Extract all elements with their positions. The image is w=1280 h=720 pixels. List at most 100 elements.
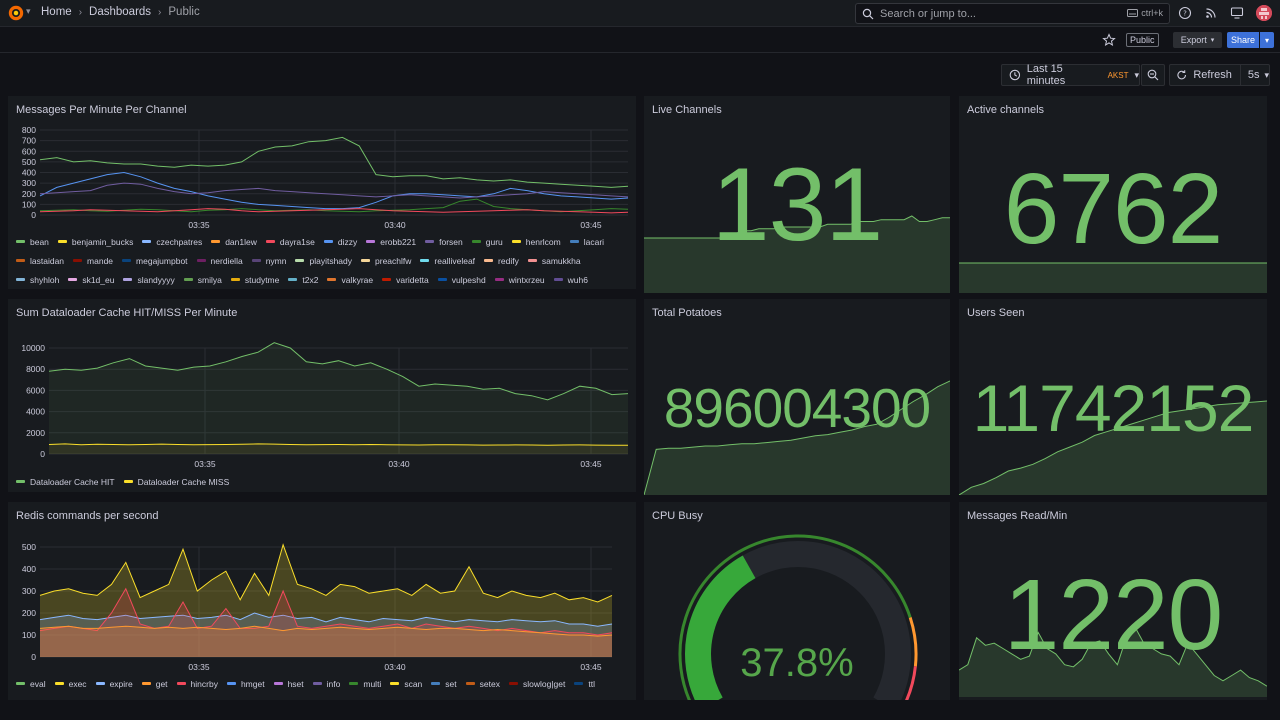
legend-item-nerdiella[interactable]: nerdiella [196, 255, 243, 266]
legend-item-eval[interactable]: eval [16, 678, 46, 689]
panel-title[interactable]: Live Channels [652, 104, 722, 116]
series-line-hincrby[interactable] [39, 587, 613, 636]
star-icon[interactable] [1102, 33, 1116, 47]
legend-item-dataloader-cache-hit[interactable]: Dataloader Cache HIT [16, 476, 115, 487]
legend-item-vulpeshd[interactable]: vulpeshd [437, 274, 486, 285]
legend-item-dataloader-cache-miss[interactable]: Dataloader Cache MISS [123, 476, 229, 487]
search-bar[interactable]: ctrl+k [855, 3, 1170, 24]
series-line-dizzy[interactable] [39, 171, 629, 210]
panel-title[interactable]: Sum Dataloader Cache HIT/MISS Per Minute [16, 307, 238, 319]
y-tick-label: 4000 [26, 407, 45, 417]
panel-title[interactable]: Redis commands per second [16, 510, 159, 522]
legend-item-setex[interactable]: setex [465, 678, 500, 689]
search-icon [862, 8, 874, 19]
legend-item-shyhloh[interactable]: shyhloh [16, 274, 59, 285]
legend-item-slandyyyy[interactable]: slandyyyy [123, 274, 175, 285]
legend-label: nymn [265, 255, 287, 266]
legend-item-realliveleaf[interactable]: realliveleaf [420, 255, 475, 266]
legend-item-varidetta[interactable]: varidetta [382, 274, 429, 285]
x-tick-label: 03:45 [580, 220, 602, 230]
legend-item-sk1d-eu[interactable]: sk1d_eu [68, 274, 114, 285]
series-line-bean[interactable] [39, 136, 629, 188]
time-range-picker[interactable]: Last 15 minutes AKST ▾ [1001, 63, 1140, 87]
legend-item-get[interactable]: get [141, 678, 168, 689]
refresh-interval[interactable]: 5s [1247, 69, 1260, 81]
legend-label: multi [363, 678, 382, 689]
legend-item-set[interactable]: set [431, 678, 457, 689]
series-line-dataloader-cache-miss[interactable] [48, 443, 629, 446]
legend-item-valkyrae[interactable]: valkyrae [327, 274, 373, 285]
series-line-get[interactable] [39, 625, 613, 637]
share-options-button[interactable]: ▾ [1260, 32, 1274, 48]
legend-item-guru[interactable]: guru [471, 236, 503, 247]
legend-item-ttl[interactable]: ttl [574, 678, 595, 689]
legend-item-hset[interactable]: hset [273, 678, 304, 689]
legend-item-nymn[interactable]: nymn [251, 255, 287, 266]
panel-title[interactable]: Active channels [967, 104, 1045, 116]
legend-item-preachlfw[interactable]: preachlfw [361, 255, 411, 266]
legend-item-dan1lew[interactable]: dan1lew [211, 236, 257, 247]
series-line-dataloader-cache-hit[interactable] [48, 342, 629, 401]
legend-label: guru [485, 236, 503, 247]
legend-item-lastaidan[interactable]: lastaidan [16, 255, 64, 266]
legend-label: lastaidan [30, 255, 65, 266]
panel-title[interactable]: CPU Busy [652, 510, 703, 522]
legend-item-henrlcom[interactable]: henrlcom [511, 236, 561, 247]
legend-item-info[interactable]: info [312, 678, 341, 689]
legend-item-benjamin-bucks[interactable]: benjamin_bucks [57, 236, 133, 247]
legend-item-hmget[interactable]: hmget [226, 678, 265, 689]
rss-icon[interactable] [1204, 6, 1218, 20]
legend-item-exec[interactable]: exec [54, 678, 87, 689]
chevron-down-icon[interactable]: ▾ [26, 6, 31, 16]
legend-item-expire[interactable]: expire [95, 678, 133, 689]
series-line-dayra1se[interactable] [39, 208, 629, 214]
grafana-logo-icon[interactable] [7, 4, 25, 22]
legend-item-samukkha[interactable]: samukkha [527, 255, 581, 266]
export-button[interactable]: Export ▾ [1173, 32, 1222, 48]
legend-item-t2x2[interactable]: t2x2 [288, 274, 318, 285]
legend-item-hincrby[interactable]: hincrby [176, 678, 218, 689]
legend-swatch [176, 682, 186, 685]
legend-item-lacari[interactable]: lacari [569, 236, 604, 247]
gauge-value: 37.8% [740, 641, 854, 685]
panel-title[interactable]: Total Potatoes [652, 307, 722, 319]
legend-item-forsen[interactable]: forsen [425, 236, 463, 247]
legend-item-studytme[interactable]: studytme [230, 274, 279, 285]
legend-item-redify[interactable]: redify [484, 255, 519, 266]
series-line-expire[interactable] [39, 612, 613, 627]
avatar[interactable] [1256, 5, 1272, 21]
legend-label: realliveleaf [434, 255, 476, 266]
series-line-exec[interactable] [39, 543, 613, 603]
refresh-button[interactable]: Refresh 5s ▾ [1169, 64, 1270, 86]
legend-item-smilya[interactable]: smilya [183, 274, 222, 285]
panel-redis: Redis commands per second 500 400 300 200 10… [8, 502, 636, 700]
legend-item-czechpatres[interactable]: czechpatres [142, 236, 202, 247]
legend-item-wuh6[interactable]: wuh6 [553, 274, 588, 285]
panel-title[interactable]: Messages Read/Min [967, 510, 1068, 522]
legend-item-playitshady[interactable]: playitshady [295, 255, 352, 266]
search-input[interactable] [880, 7, 1120, 20]
legend-item-megajumpbot[interactable]: megajumpbot [122, 255, 188, 266]
legend-item-dizzy[interactable]: dizzy [323, 236, 357, 247]
series-line-forsen[interactable] [39, 182, 629, 199]
legend-item-multi[interactable]: multi [349, 678, 381, 689]
share-button[interactable]: Share [1227, 32, 1259, 48]
legend-item-wintxrzeu[interactable]: wintxrzeu [494, 274, 545, 285]
panel-title[interactable]: Messages Per Minute Per Channel [16, 104, 187, 116]
legend-item-slowlog-get[interactable]: slowlog|get [508, 678, 565, 689]
panel-title[interactable]: Users Seen [967, 307, 1025, 319]
breadcrumb-home[interactable]: Home [41, 6, 72, 18]
breadcrumb-dashboards[interactable]: Dashboards [89, 6, 152, 18]
legend-item-scan[interactable]: scan [390, 678, 422, 689]
legend-label: info [326, 678, 341, 689]
legend-item-erobb221[interactable]: erobb221 [366, 236, 416, 247]
legend-item-mande[interactable]: mande [73, 255, 113, 266]
legend-swatch [123, 480, 133, 483]
legend-item-dayra1se[interactable]: dayra1se [265, 236, 315, 247]
legend-swatch [508, 682, 518, 685]
monitor-icon[interactable] [1230, 6, 1244, 20]
zoom-out-button[interactable] [1141, 64, 1165, 86]
help-icon[interactable]: ? [1178, 6, 1192, 20]
legend-item-bean[interactable]: bean [16, 236, 49, 247]
